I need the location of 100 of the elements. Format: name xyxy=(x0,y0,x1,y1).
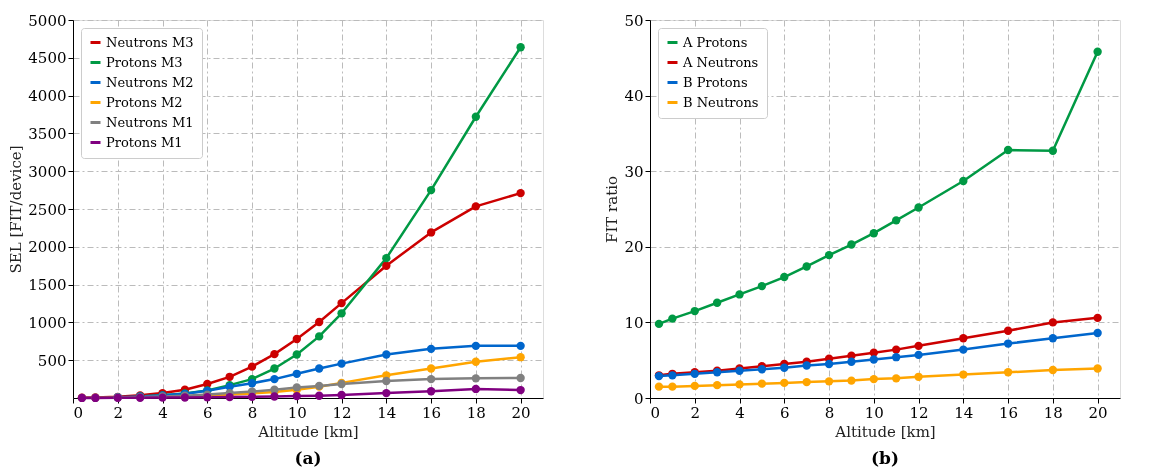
y-tick-label: 20 xyxy=(624,238,644,257)
legend-label: B Protons xyxy=(683,74,748,90)
y-tick-label: 4000 xyxy=(28,87,67,106)
point xyxy=(426,185,436,195)
point xyxy=(654,319,664,329)
point xyxy=(270,392,279,401)
legend-label: Protons M2 xyxy=(106,94,183,110)
y-axis-title: FIT ratio xyxy=(603,175,622,244)
x-tick-label: 18 xyxy=(466,403,486,422)
x-tick-label: 18 xyxy=(1043,403,1063,422)
point xyxy=(847,240,856,249)
y-tick-label: 2000 xyxy=(28,238,67,257)
point xyxy=(914,341,923,351)
point xyxy=(802,361,811,370)
point xyxy=(824,250,834,260)
point xyxy=(247,379,257,388)
point xyxy=(1048,146,1058,155)
point xyxy=(712,298,722,307)
point xyxy=(426,344,436,354)
point xyxy=(959,370,968,379)
point xyxy=(471,374,481,383)
point xyxy=(471,112,481,121)
point xyxy=(847,357,856,366)
x-tick-label: 0 xyxy=(73,403,84,422)
point xyxy=(1003,339,1013,348)
point xyxy=(959,176,968,186)
y-tick-label: 5000 xyxy=(28,11,67,30)
y-tick-label: 4500 xyxy=(28,49,67,68)
y-tick-label: 50 xyxy=(624,11,644,30)
y-tick-label: 500 xyxy=(37,351,67,370)
x-tick-label: 12 xyxy=(909,403,929,422)
point xyxy=(712,380,722,390)
legend-label: Neutrons M1 xyxy=(106,114,194,130)
x-tick-label: 16 xyxy=(999,403,1019,422)
point xyxy=(735,380,744,389)
point xyxy=(690,381,699,391)
x-tick-label: 14 xyxy=(954,403,974,422)
point xyxy=(270,364,279,373)
point xyxy=(471,384,481,394)
y-tick-label: 30 xyxy=(624,162,644,181)
point xyxy=(315,364,324,373)
text: (a) xyxy=(294,448,322,468)
x-tick-label: 8 xyxy=(824,403,835,422)
legend-label: Protons M3 xyxy=(106,54,183,70)
point xyxy=(382,261,391,270)
point xyxy=(426,228,436,237)
y-axis-title: SEL [FIT/device] xyxy=(7,145,26,274)
legend-label: A Protons xyxy=(682,34,748,50)
y-tick-label: 1500 xyxy=(28,276,67,295)
y-tick-label: 0 xyxy=(633,389,644,408)
point xyxy=(382,388,391,398)
x-tick-label: 2 xyxy=(113,403,124,422)
legend-label: Protons M1 xyxy=(106,134,183,150)
point xyxy=(516,353,525,362)
point xyxy=(735,290,744,299)
x-tick-label: 6 xyxy=(780,403,790,422)
point xyxy=(337,309,346,318)
x-tick-label: 16 xyxy=(422,403,442,422)
point xyxy=(382,350,391,359)
point xyxy=(292,391,301,401)
point xyxy=(426,387,436,396)
point xyxy=(1003,368,1013,377)
point xyxy=(247,362,257,371)
point xyxy=(914,203,923,212)
point xyxy=(757,379,767,388)
x-axis-title: Altitude [km] xyxy=(834,422,936,441)
point xyxy=(757,281,767,291)
x-tick-label: 0 xyxy=(650,403,661,422)
point xyxy=(315,391,324,400)
point xyxy=(516,341,525,351)
point xyxy=(471,341,481,351)
point xyxy=(959,345,968,354)
legend-label: B Neutrons xyxy=(683,94,759,110)
x-tick-label: 4 xyxy=(158,403,168,422)
text: (b) xyxy=(871,448,899,468)
point xyxy=(426,364,436,373)
x-tick-label: 10 xyxy=(287,403,307,422)
x-tick-label: 6 xyxy=(203,403,213,422)
x-axis-title: Altitude [km] xyxy=(257,422,359,441)
point xyxy=(824,359,834,369)
point xyxy=(892,353,901,362)
point xyxy=(426,374,436,384)
point xyxy=(337,298,346,308)
point xyxy=(471,357,481,366)
point xyxy=(668,314,677,323)
point xyxy=(1048,334,1058,343)
point xyxy=(802,262,811,271)
point xyxy=(247,392,257,402)
point xyxy=(1048,365,1058,375)
point xyxy=(892,374,901,383)
y-tick-label: 10 xyxy=(624,313,644,332)
point xyxy=(471,202,481,211)
point xyxy=(337,359,346,368)
point xyxy=(315,317,324,327)
x-tick-label: 4 xyxy=(735,403,745,422)
point xyxy=(668,382,677,391)
point xyxy=(892,216,901,225)
point xyxy=(690,306,699,316)
point xyxy=(516,43,525,52)
y-tick-label: 40 xyxy=(624,87,644,106)
